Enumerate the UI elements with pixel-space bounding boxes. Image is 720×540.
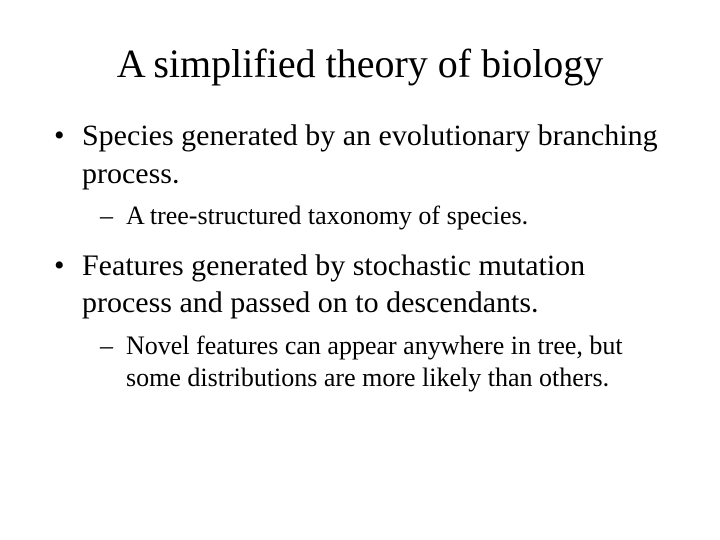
bullet-list: Species generated by an evolutionary bra…	[50, 117, 680, 395]
bullet-item: Species generated by an evolutionary bra…	[50, 117, 680, 233]
slide-title: A simplified theory of biology	[40, 40, 680, 87]
sub-bullet-text: A tree-structured taxonomy of species.	[126, 201, 528, 230]
sub-bullet-item: Novel features can appear anywhere in tr…	[100, 330, 680, 395]
bullet-item: Features generated by stochastic mutatio…	[50, 247, 680, 395]
bullet-text: Features generated by stochastic mutatio…	[82, 249, 585, 320]
sub-bullet-list: Novel features can appear anywhere in tr…	[100, 330, 680, 395]
bullet-text: Species generated by an evolutionary bra…	[82, 119, 658, 190]
sub-bullet-item: A tree-structured taxonomy of species.	[100, 200, 680, 233]
sub-bullet-text: Novel features can appear anywhere in tr…	[126, 331, 623, 393]
slide: A simplified theory of biology Species g…	[0, 0, 720, 540]
sub-bullet-list: A tree-structured taxonomy of species.	[100, 200, 680, 233]
